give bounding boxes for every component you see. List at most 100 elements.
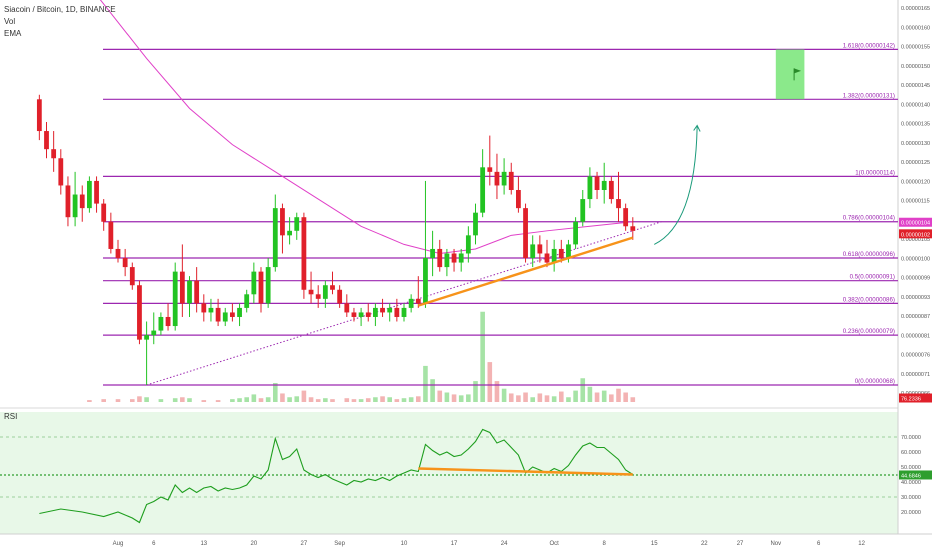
candle-body — [430, 248, 435, 259]
volume-bar — [230, 399, 235, 402]
last-price-badge-bg — [899, 229, 932, 239]
volume-bar — [494, 381, 500, 402]
volume-bar — [508, 393, 514, 402]
price-tick-label: 0.00000099 — [901, 276, 930, 282]
time-tick-label: 27 — [301, 541, 308, 547]
candle-body — [322, 285, 328, 299]
candle-body — [101, 203, 107, 222]
fib-level-label: 1.618(0.00000142) — [843, 42, 895, 49]
time-tick-label: 20 — [251, 541, 258, 547]
candle-body — [523, 208, 528, 259]
price-tick-label: 0.00000140 — [901, 102, 930, 108]
ema-line — [99, 0, 633, 254]
candle-body — [129, 267, 135, 286]
volume-bar — [280, 393, 285, 402]
price-pane — [0, 0, 898, 405]
volume-bar — [137, 396, 142, 402]
time-tick-label: 27 — [737, 541, 744, 547]
price-tick-label: 0.00000105 — [901, 237, 930, 243]
candle-body — [280, 208, 285, 236]
candle-body — [551, 248, 557, 263]
candle-body — [294, 217, 300, 231]
volume-bar — [301, 390, 307, 402]
price-tick-label: 0.00000120 — [901, 179, 930, 185]
candle-body — [351, 312, 357, 317]
price-tick-label: 0.00000087 — [901, 314, 930, 320]
volume-bar — [537, 393, 543, 402]
volume-bar — [258, 398, 264, 402]
time-tick-label: 17 — [451, 541, 458, 547]
candle-body — [244, 294, 250, 308]
candle-body — [458, 253, 464, 263]
candle-body — [580, 199, 586, 222]
candle-body — [358, 312, 364, 317]
time-tick-label: 6 — [152, 541, 156, 547]
candle-body — [465, 235, 471, 254]
candle-body — [65, 185, 71, 218]
candle-body — [494, 171, 500, 186]
time-tick-label: 15 — [651, 541, 658, 547]
candle-body — [94, 180, 99, 204]
candle-body — [122, 258, 128, 268]
volume-bar — [101, 399, 106, 402]
volume-bar — [616, 388, 621, 402]
candle-body — [415, 298, 421, 304]
volume-bar — [408, 397, 414, 402]
volume-bar — [380, 396, 385, 402]
time-tick-label: Aug — [113, 541, 124, 547]
rsi-tick-label: 50.0000 — [901, 465, 921, 471]
last-price-badge: 0.00000102 — [901, 232, 930, 238]
price-tick-label: 0.00000160 — [901, 25, 930, 31]
volume-bar — [315, 399, 321, 402]
volume-bar — [423, 365, 428, 402]
rsi-tick-label: 30.0000 — [901, 495, 921, 501]
candle-body — [558, 248, 564, 259]
volume-bar — [308, 397, 314, 402]
volume-bar — [237, 398, 242, 402]
volume-bar — [180, 397, 185, 402]
candle-body — [508, 171, 514, 190]
price-tick-label: 0.00000100 — [901, 256, 930, 262]
volume-bar — [594, 392, 600, 402]
fib-level-label: 0(0.00000068) — [855, 378, 895, 385]
volume-bar — [215, 400, 221, 402]
candle-body — [172, 271, 178, 327]
volume-bar — [244, 397, 249, 402]
volume-bar — [358, 399, 364, 402]
volume-bar — [130, 399, 135, 402]
support-trendline — [417, 236, 634, 307]
candle-body — [623, 208, 629, 227]
volume-bar — [265, 397, 271, 402]
rsi-value-badge-bg — [899, 470, 932, 480]
candle-body — [401, 307, 407, 317]
volume-bar — [172, 398, 178, 402]
candle-body — [444, 253, 450, 268]
volume-badge-bg — [899, 393, 932, 403]
candle-body — [272, 208, 278, 268]
volume-bar — [287, 397, 292, 402]
candle-body — [501, 171, 507, 186]
candle-body — [237, 307, 242, 317]
rsi-divergence-line — [418, 467, 633, 476]
ema-price-badge-bg — [899, 217, 932, 227]
volume-bar — [416, 396, 421, 402]
volume-bar — [344, 398, 350, 402]
fib-level-label: 1(0.00000114) — [855, 169, 895, 176]
volume-bar — [115, 399, 121, 402]
candle-body — [87, 180, 92, 209]
volume-badge: 76.2336 — [901, 397, 921, 403]
time-tick-label: 13 — [200, 541, 207, 547]
candle-body — [394, 307, 400, 317]
candle-body — [616, 199, 621, 209]
volume-bar — [430, 379, 435, 402]
candle-body — [251, 271, 257, 295]
volume-bar — [330, 399, 335, 402]
rsi-tick-label: 20.0000 — [901, 510, 921, 516]
target-zone — [775, 49, 805, 100]
time-tick-label: 12 — [858, 541, 865, 547]
volume-bar — [373, 397, 378, 402]
candle-body — [165, 316, 171, 327]
volume-bar — [294, 396, 300, 402]
